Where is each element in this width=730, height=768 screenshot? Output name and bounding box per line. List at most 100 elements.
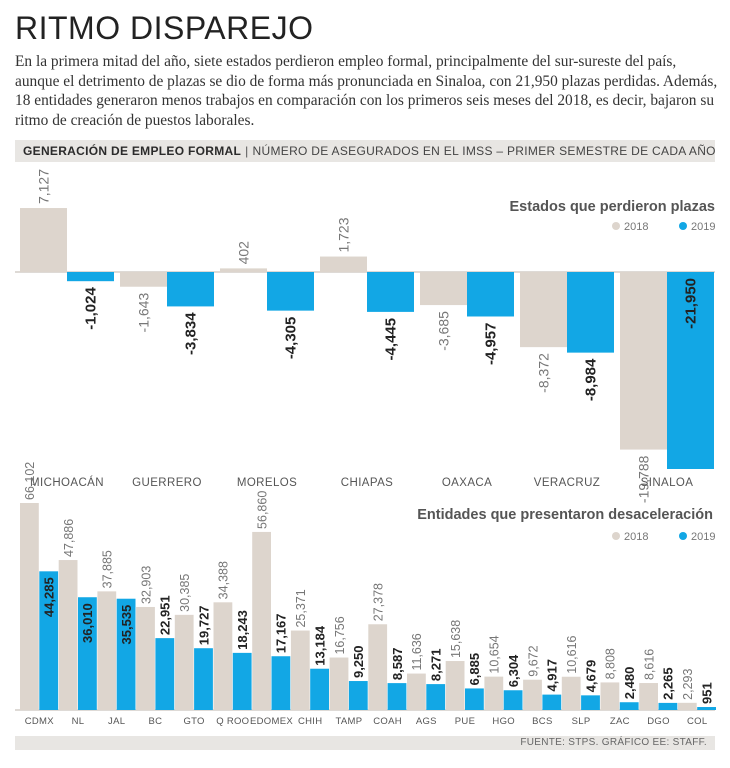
category-label-hgo: HGO: [492, 716, 515, 727]
bar-gto-2018: [174, 614, 194, 710]
value-label-hgo-2018: 10,654: [488, 635, 502, 673]
category-label-slp: SLP: [572, 716, 591, 727]
value-label-tamp-2019: 9,250: [351, 645, 366, 678]
value-label-col-2018: 2,293: [681, 668, 695, 699]
value-label-edomex-2019: 17,167: [274, 613, 289, 653]
bar-cdmx-2018: [20, 503, 39, 710]
band-separator: |: [245, 144, 249, 158]
value-label-cdmx-2018: 66,102: [23, 462, 37, 500]
bar-ags-2018: [407, 673, 426, 710]
value-label-chiapas-2019: -4,445: [383, 318, 400, 361]
bar-bcs-2018: [523, 679, 542, 710]
legend-marker-2019: [679, 532, 687, 540]
bar-col-2018: [677, 702, 697, 710]
bar-slp-2018: [561, 676, 581, 710]
value-label-oaxaca-2018: -3,685: [436, 311, 452, 351]
value-label-sinaloa-2019: -21,950: [683, 278, 700, 329]
bar-morelos-2019: [267, 272, 314, 311]
bar-dgo-2018: [639, 683, 658, 710]
value-label-sinaloa-2018: -19,788: [636, 455, 652, 503]
bar-hgo-2019: [503, 690, 523, 710]
bar-jal-2018: [97, 591, 117, 710]
bar-chih-2019: [310, 668, 329, 710]
bar-edomex-2018: [252, 531, 271, 710]
category-label-sinaloa: SINALOA: [641, 477, 694, 489]
value-label-pue-2019: 6,885: [467, 653, 482, 686]
value-label-gto-2019: 19,727: [196, 605, 211, 645]
category-label-chiapas: CHIAPAS: [341, 477, 393, 489]
category-label-gto: GTO: [183, 716, 204, 727]
chart-title: Entidades que presentaron desaceleración: [417, 507, 713, 523]
bar-pue-2018: [445, 661, 465, 710]
value-label-chih-2019: 13,184: [312, 625, 327, 666]
category-label-oaxaca: OAXACA: [442, 477, 492, 489]
bar-chiapas-2018: [320, 256, 367, 272]
bar-q-roo-2018: [213, 602, 233, 710]
bar-edomex-2019: [271, 656, 291, 710]
bar-zac-2019: [619, 702, 639, 710]
value-label-coah-2018: 27,378: [371, 583, 385, 621]
category-label-morelos: MORELOS: [237, 477, 297, 489]
legend-label-2018: 2018: [624, 221, 648, 233]
legend-label-2018: 2018: [624, 531, 648, 543]
category-label-bcs: BCS: [532, 716, 552, 727]
source-footer: FUENTE: STPS. GRÁFICO EE: STAFF.: [15, 736, 715, 750]
bar-michoacan-2019: [67, 272, 114, 282]
value-label-chiapas-2018: 1,723: [336, 217, 352, 252]
legend-label-2019: 2019: [691, 531, 715, 543]
value-label-bcs-2018: 9,672: [526, 645, 540, 676]
category-label-cdmx: CDMX: [25, 716, 55, 727]
category-label-dgo: DGO: [647, 716, 670, 727]
bar-guerrero-2019: [167, 272, 214, 307]
band-bold-title: GENERACIÓN DE EMPLEO FORMAL: [23, 144, 242, 158]
section-band: GENERACIÓN DE EMPLEO FORMAL | NÚMERO DE AS…: [15, 140, 716, 162]
bar-bc-2019: [155, 638, 175, 710]
chart-title: Estados que perdieron plazas: [510, 199, 715, 215]
bar-guerrero-2018: [120, 272, 167, 287]
value-label-morelos-2018: 402: [236, 241, 252, 265]
value-label-zac-2019: 2,480: [622, 667, 637, 700]
page-title: RITMO DISPAREJO: [15, 10, 314, 46]
bar-slp-2019: [581, 695, 600, 710]
bar-michoacan-2018: [20, 208, 67, 272]
legend-marker-2018: [612, 532, 620, 540]
bar-cdmx-2019: [39, 571, 59, 710]
value-label-ags-2018: 11,636: [410, 633, 424, 670]
value-label-guerrero-2018: -1,643: [136, 293, 152, 333]
intro-text: En la primera mitad del año, siete estad…: [15, 53, 718, 129]
category-label-nl: NL: [72, 716, 85, 727]
value-label-col-2019: 951: [699, 682, 714, 704]
category-label-col: COL: [687, 716, 707, 727]
value-label-veracruz-2018: -8,372: [536, 353, 552, 393]
category-label-tamp: TAMP: [335, 716, 362, 727]
value-label-bcs-2019: 4,917: [545, 659, 560, 692]
bar-tamp-2018: [329, 657, 349, 710]
bar-tamp-2019: [348, 681, 368, 710]
value-label-nl-2019: 36,010: [80, 603, 95, 643]
value-label-dgo-2018: 8,616: [642, 649, 656, 680]
legend-marker-2018: [612, 222, 620, 230]
value-label-coah-2019: 8,587: [390, 648, 405, 681]
bar-ags-2019: [426, 684, 446, 710]
bar-sinaloa-2019: [667, 272, 714, 469]
bar-dgo-2019: [658, 702, 678, 710]
value-label-veracruz-2019: -8,984: [583, 358, 600, 401]
bar-morelos-2018: [220, 268, 267, 272]
bar-bc-2018: [136, 606, 155, 710]
legend-marker-2019: [679, 222, 687, 230]
bar-veracruz-2019: [567, 272, 614, 353]
value-label-hgo-2019: 6,304: [506, 654, 521, 687]
value-label-guerrero-2019: -3,834: [183, 312, 200, 355]
value-label-bc-2018: 32,903: [139, 566, 153, 604]
bar-chiapas-2019: [367, 272, 414, 312]
legend-label-2019: 2019: [691, 221, 715, 233]
category-label-q-roo: Q ROO: [216, 716, 249, 727]
value-label-slp-2019: 4,679: [583, 660, 598, 693]
value-label-nl-2018: 47,886: [62, 519, 76, 557]
category-label-veracruz: VERACRUZ: [534, 477, 600, 489]
bar-jal-2019: [116, 598, 136, 710]
category-label-pue: PUE: [455, 716, 475, 727]
bar-hgo-2018: [484, 676, 504, 710]
band-subtitle: NÚMERO DE ASEGURADOS EN EL IMSS – PRIMER…: [252, 144, 716, 158]
